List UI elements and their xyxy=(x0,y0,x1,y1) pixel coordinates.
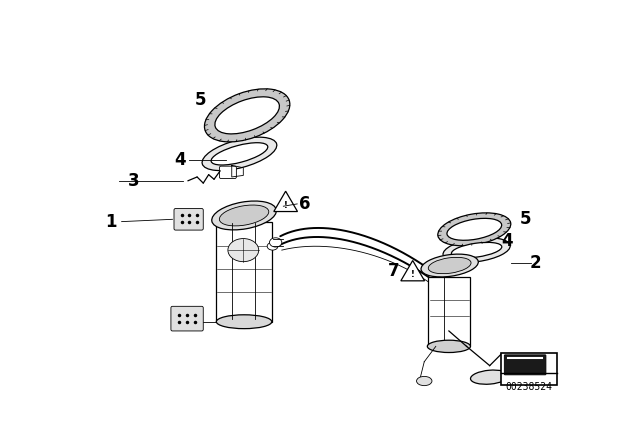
FancyBboxPatch shape xyxy=(216,222,272,322)
Ellipse shape xyxy=(269,238,282,247)
Text: 00238524: 00238524 xyxy=(506,382,552,392)
Ellipse shape xyxy=(216,315,272,329)
Ellipse shape xyxy=(451,242,502,258)
FancyBboxPatch shape xyxy=(220,166,236,178)
FancyBboxPatch shape xyxy=(171,306,204,331)
Ellipse shape xyxy=(220,205,269,226)
Ellipse shape xyxy=(215,97,280,134)
Ellipse shape xyxy=(447,218,502,240)
Text: 3: 3 xyxy=(128,172,140,190)
Ellipse shape xyxy=(202,137,277,171)
Ellipse shape xyxy=(428,257,471,274)
Ellipse shape xyxy=(428,340,470,353)
Ellipse shape xyxy=(267,242,278,250)
Ellipse shape xyxy=(438,213,511,246)
Text: 1: 1 xyxy=(105,213,116,231)
Text: 4: 4 xyxy=(501,232,513,250)
Text: 6: 6 xyxy=(299,195,310,213)
Text: 5: 5 xyxy=(195,91,207,109)
FancyBboxPatch shape xyxy=(174,208,204,230)
Text: !: ! xyxy=(411,271,415,280)
FancyBboxPatch shape xyxy=(501,353,557,385)
Ellipse shape xyxy=(204,89,290,142)
Text: 5: 5 xyxy=(520,210,531,228)
Text: !: ! xyxy=(284,201,287,210)
Text: 4: 4 xyxy=(174,151,186,169)
Text: 7: 7 xyxy=(388,262,399,280)
Polygon shape xyxy=(274,191,298,211)
Ellipse shape xyxy=(421,254,478,277)
Ellipse shape xyxy=(443,238,510,263)
FancyBboxPatch shape xyxy=(504,355,546,375)
Text: 2: 2 xyxy=(530,254,541,272)
Ellipse shape xyxy=(417,376,432,386)
FancyBboxPatch shape xyxy=(428,277,470,346)
Ellipse shape xyxy=(212,201,276,230)
Ellipse shape xyxy=(211,143,268,165)
Ellipse shape xyxy=(470,370,509,384)
Polygon shape xyxy=(401,260,424,281)
Ellipse shape xyxy=(228,238,259,262)
